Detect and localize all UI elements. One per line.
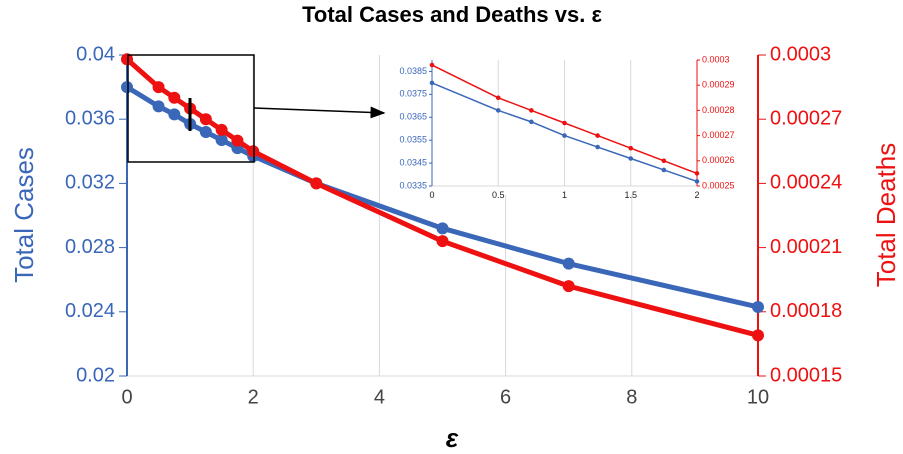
y2-tick-label: 0.0003 bbox=[702, 54, 730, 64]
y-tick-label: 0.02 bbox=[76, 364, 115, 386]
data-point bbox=[436, 235, 449, 248]
data-point bbox=[310, 177, 323, 190]
data-point bbox=[752, 300, 764, 313]
data-point bbox=[661, 167, 667, 173]
data-point bbox=[495, 108, 501, 113]
data-point bbox=[199, 113, 212, 126]
y-tick-label: 0.0355 bbox=[399, 135, 427, 145]
y-tick-label: 0.036 bbox=[65, 107, 115, 129]
y-axis-label: Total Cases bbox=[9, 147, 39, 283]
data-point bbox=[215, 123, 228, 136]
x-tick-label: 0.5 bbox=[492, 190, 505, 200]
y-tick-label: 0.028 bbox=[65, 236, 115, 258]
data-point bbox=[121, 81, 133, 94]
y2-tick-label: 0.00018 bbox=[770, 300, 842, 322]
data-point bbox=[562, 133, 567, 138]
data-point bbox=[231, 134, 244, 147]
x-tick-label: 6 bbox=[500, 386, 511, 408]
y-tick-label: 0.032 bbox=[65, 172, 115, 194]
x-tick-label: 8 bbox=[626, 386, 637, 408]
x-tick-label: 0 bbox=[429, 190, 434, 200]
y-tick-label: 0.0345 bbox=[399, 157, 427, 167]
data-point bbox=[628, 145, 634, 151]
x-tick-label: 2 bbox=[694, 190, 699, 200]
x-tick-label: 2 bbox=[248, 386, 259, 408]
data-point bbox=[436, 222, 449, 235]
x-tick-label: 0 bbox=[121, 386, 132, 408]
y2-tick-label: 0.00015 bbox=[770, 364, 842, 386]
y2-axis-label: Total Deaths bbox=[871, 143, 901, 288]
data-point bbox=[529, 108, 534, 113]
data-point bbox=[752, 329, 764, 342]
series-line bbox=[431, 64, 698, 175]
x-tick-label: 10 bbox=[747, 386, 769, 408]
data-point bbox=[529, 119, 534, 125]
data-point bbox=[595, 133, 600, 138]
y2-tick-label: 0.00026 bbox=[702, 155, 735, 165]
data-point bbox=[661, 158, 667, 164]
data-point bbox=[152, 81, 165, 94]
data-point bbox=[694, 171, 700, 176]
chart-title: Total Cases and Deaths vs. ε bbox=[302, 2, 602, 27]
y2-tick-label: 0.00029 bbox=[702, 80, 735, 90]
data-point bbox=[199, 126, 212, 139]
data-point bbox=[562, 257, 575, 270]
x-tick-label: 4 bbox=[374, 386, 385, 408]
x-tick-label: 1.5 bbox=[624, 190, 637, 200]
y-tick-label: 0.0375 bbox=[399, 89, 427, 99]
data-point bbox=[247, 145, 260, 158]
series-line bbox=[431, 82, 698, 183]
inset-plot: 0 0.5 1 1.5 2 0.0335 0.0345 0.0355 0.0365 0.0375 0… bbox=[399, 54, 734, 200]
data-point bbox=[121, 53, 133, 66]
y2-tick-label: 0.00024 bbox=[770, 172, 842, 194]
y2-tick-label: 0.00021 bbox=[770, 236, 842, 258]
data-point bbox=[628, 156, 634, 161]
data-point bbox=[495, 95, 501, 101]
data-point bbox=[595, 144, 600, 150]
data-point bbox=[429, 80, 435, 86]
y-tick-label: 0.0385 bbox=[399, 66, 427, 76]
x-axis-label: ε bbox=[446, 423, 459, 453]
y-tick-label: 0.04 bbox=[76, 43, 115, 65]
y-tick-label: 0.024 bbox=[65, 300, 115, 322]
data-point bbox=[562, 280, 575, 293]
y2-tick-label: 0.0003 bbox=[770, 43, 831, 65]
data-point bbox=[152, 100, 165, 113]
data-point bbox=[694, 179, 700, 184]
data-point bbox=[168, 91, 181, 104]
y-tick-label: 0.0365 bbox=[399, 112, 427, 122]
data-point bbox=[429, 62, 435, 68]
y2-tick-label: 0.00028 bbox=[702, 105, 735, 115]
data-point bbox=[168, 108, 181, 121]
x-tick-label: 1 bbox=[562, 190, 567, 200]
y2-tick-label: 0.00025 bbox=[702, 180, 735, 190]
data-point bbox=[215, 134, 228, 147]
y2-tick-label: 0.00027 bbox=[770, 107, 842, 129]
inset-background bbox=[388, 55, 723, 195]
main-plot: 0 2 4 6 8 100.020.0240.0280.0320.0360.040.000… bbox=[65, 43, 842, 408]
y2-tick-label: 0.00027 bbox=[702, 130, 735, 140]
y-tick-label: 0.0335 bbox=[399, 180, 427, 190]
zoom-arrow bbox=[253, 106, 386, 119]
data-point bbox=[562, 120, 567, 126]
